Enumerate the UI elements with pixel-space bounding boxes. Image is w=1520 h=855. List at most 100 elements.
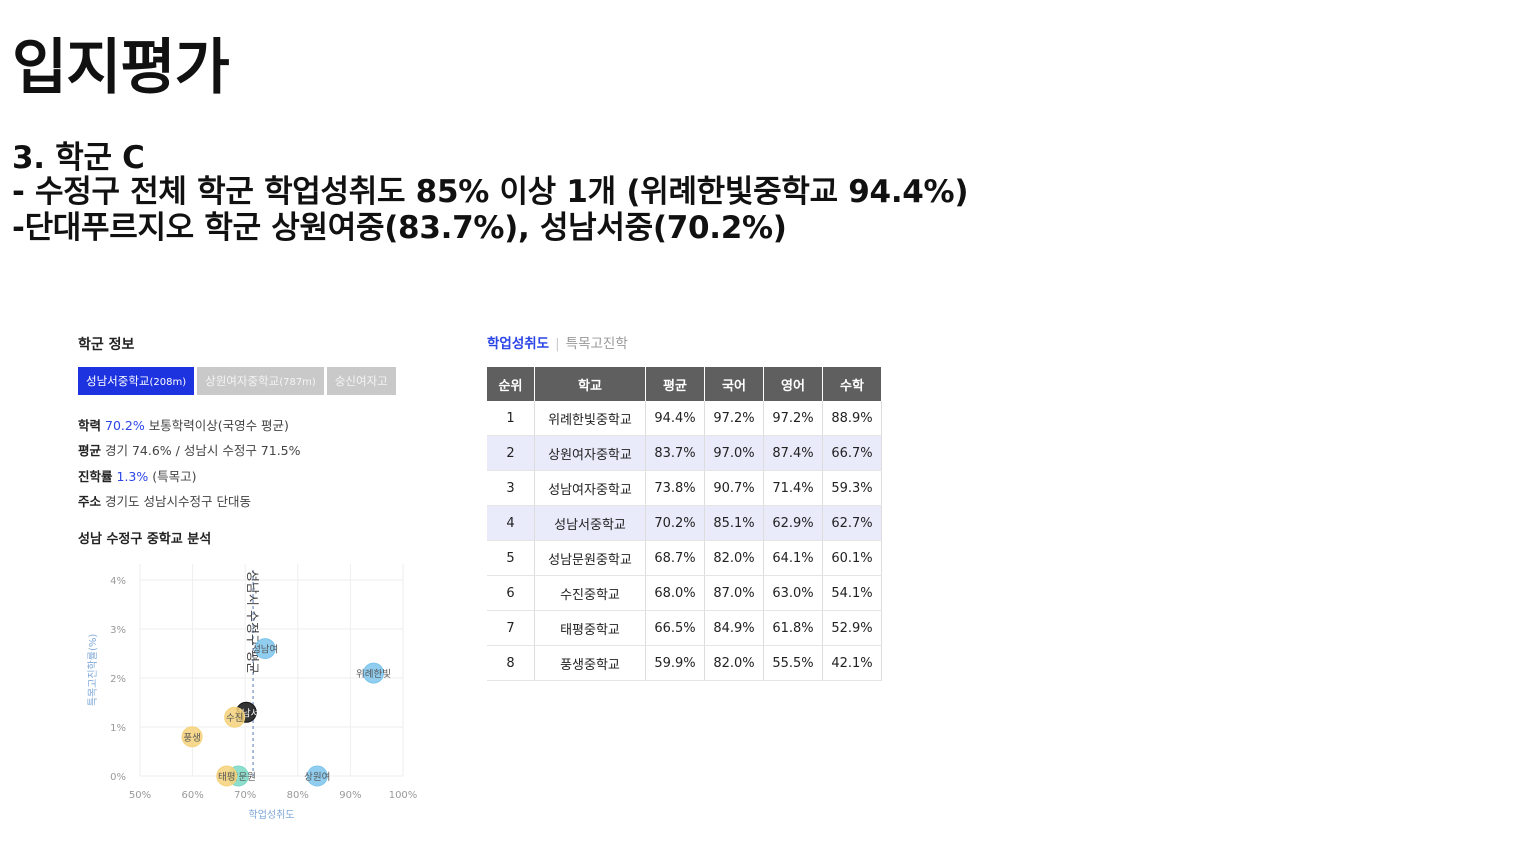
x-axis-label: 학업성취도	[249, 808, 295, 821]
data-point-label: 성남여	[252, 644, 278, 656]
school-cell: 수진중학교	[534, 575, 646, 611]
school-tab-seongnamseo[interactable]: 성남서중학교(208m)	[78, 367, 195, 395]
rank-cell: 2	[487, 435, 535, 471]
rank-cell: 6	[487, 575, 535, 611]
reference-line-label: 성남시 수정구 평균	[244, 570, 259, 674]
column-header-rank: 순위	[487, 367, 535, 401]
y-axis-label: 특목고진학률(%)	[87, 634, 99, 707]
table-header-row: 순위 학교 평균 국어 영어 수학	[487, 367, 882, 401]
data-point	[363, 662, 385, 684]
table-row: 8 풍생중학교 59.9% 82.0% 55.5% 42.1%	[487, 645, 882, 681]
korean-cell: 97.2%	[704, 401, 764, 436]
info-value: 1.3%	[116, 469, 149, 484]
data-point	[254, 638, 276, 660]
x-tick-label: 90%	[339, 790, 361, 801]
data-point	[181, 726, 203, 748]
column-header-average: 평균	[645, 367, 705, 401]
info-label: 주소	[78, 494, 102, 509]
math-cell: 42.1%	[822, 645, 882, 681]
y-tick-label: 1%	[110, 723, 126, 734]
average-cell: 68.7%	[645, 540, 705, 576]
table-row: 6 수진중학교 68.0% 87.0% 63.0% 54.1%	[487, 575, 882, 611]
english-cell: 62.9%	[763, 505, 823, 541]
school-cell: 풍생중학교	[534, 645, 646, 681]
data-point	[216, 765, 238, 787]
y-tick-label: 4%	[110, 576, 126, 587]
table-row: 4 성남서중학교 70.2% 85.1% 62.9% 62.7%	[487, 505, 882, 541]
tab-divider: |	[555, 336, 560, 352]
info-detail: 보통학력이상(국영수 평균)	[148, 418, 289, 433]
school-tab-sangwon[interactable]: 상원여자중학교(787m)	[197, 367, 324, 395]
column-header-math: 수학	[822, 367, 882, 401]
data-point	[224, 706, 246, 728]
korean-cell: 85.1%	[704, 505, 764, 541]
english-cell: 63.0%	[763, 575, 823, 611]
slide-title: 입지평가	[12, 33, 230, 103]
rank-cell: 1	[487, 401, 535, 436]
y-tick-label: 3%	[110, 625, 126, 636]
school-cell: 태평중학교	[534, 610, 646, 646]
math-cell: 60.1%	[822, 540, 882, 576]
english-cell: 64.1%	[763, 540, 823, 576]
column-header-school: 학교	[534, 367, 646, 401]
summary-line-2: -단대푸르지오 학군 상원여중(83.7%), 성남서중(70.2%)	[12, 210, 787, 246]
info-label: 학력	[78, 418, 102, 433]
table-row: 3 성남여자중학교 73.8% 90.7% 71.4% 59.3%	[487, 470, 882, 506]
korean-cell: 82.0%	[704, 540, 764, 576]
school-tab-sungsin[interactable]: 숭신여자고	[326, 367, 396, 395]
rank-cell: 5	[487, 540, 535, 576]
english-cell: 61.8%	[763, 610, 823, 646]
x-tick-label: 80%	[287, 790, 309, 801]
table-row: 7 태평중학교 66.5% 84.9% 61.8% 52.9%	[487, 610, 882, 646]
y-tick-label: 2%	[110, 674, 126, 685]
school-info-title: 학군 정보	[78, 337, 135, 353]
school-cell: 성남여자중학교	[534, 470, 646, 506]
rank-cell: 8	[487, 645, 535, 681]
tab-achievement[interactable]: 학업성취도	[487, 336, 550, 352]
table-row: 2 상원여자중학교 83.7% 97.0% 87.4% 66.7%	[487, 435, 882, 471]
math-cell: 66.7%	[822, 435, 882, 471]
average-cell: 83.7%	[645, 435, 705, 471]
tab-special-high[interactable]: 특목고진학	[565, 336, 628, 352]
english-cell: 55.5%	[763, 645, 823, 681]
info-address: 주소 경기도 성남시수정구 단대동	[78, 491, 251, 510]
math-cell: 62.7%	[822, 505, 882, 541]
info-detail: 경기도 성남시수정구 단대동	[105, 494, 251, 509]
data-point-label: 성남문원	[221, 772, 256, 783]
school-cell: 성남문원중학교	[534, 540, 646, 576]
average-cell: 73.8%	[645, 470, 705, 506]
y-tick-label: 0%	[110, 772, 126, 783]
school-cell: 상원여자중학교	[534, 435, 646, 471]
school-cell: 성남서중학교	[534, 505, 646, 541]
data-point	[306, 765, 328, 787]
school-tab-distance: (208m)	[149, 377, 187, 388]
school-cell: 위례한빛중학교	[534, 401, 646, 436]
data-point-label: 성남서	[233, 708, 259, 719]
ranking-table: 순위 학교 평균 국어 영어 수학 1 위례한빛중학교 94.4% 97.2% 97.2…	[487, 367, 882, 681]
math-cell: 88.9%	[822, 401, 882, 436]
school-tab-bar: 성남서중학교(208m) 상원여자중학교(787m) 숭신여자고	[78, 367, 422, 395]
scatter-chart: 0% 1% 2% 3% 4% 50% 60% 70% 80% 90% 100% 학업성취도 특목고진학률…	[87, 564, 417, 821]
section-heading: 3. 학군 C	[12, 140, 145, 176]
school-tab-name: 성남서중학교	[86, 374, 150, 388]
data-point-label: 위례한빛	[356, 668, 391, 680]
average-cell: 68.0%	[645, 575, 705, 611]
data-point-label: 풍생	[183, 733, 200, 744]
table-row: 1 위례한빛중학교 94.4% 97.2% 97.2% 88.9%	[487, 401, 882, 436]
school-tab-name: 상원여자중학교	[205, 374, 280, 388]
table-row: 5 성남문원중학교 68.7% 82.0% 64.1% 60.1%	[487, 540, 882, 576]
math-cell: 59.3%	[822, 470, 882, 506]
analysis-title: 성남 수정구 중학교 분석	[78, 532, 212, 547]
school-tab-name: 숭신여자고	[334, 374, 388, 388]
korean-cell: 84.9%	[704, 610, 764, 646]
korean-cell: 97.0%	[704, 435, 764, 471]
math-cell: 52.9%	[822, 610, 882, 646]
column-header-korean: 국어	[704, 367, 764, 401]
rank-cell: 4	[487, 505, 535, 541]
info-detail: (특목고)	[152, 469, 197, 484]
x-tick-label: 70%	[234, 790, 256, 801]
info-value: 70.2%	[105, 418, 145, 433]
data-point-label: 상원여	[304, 771, 330, 783]
table-tab-bar: 학업성취도 | 특목고진학	[487, 332, 628, 352]
info-label: 평균	[78, 443, 102, 458]
